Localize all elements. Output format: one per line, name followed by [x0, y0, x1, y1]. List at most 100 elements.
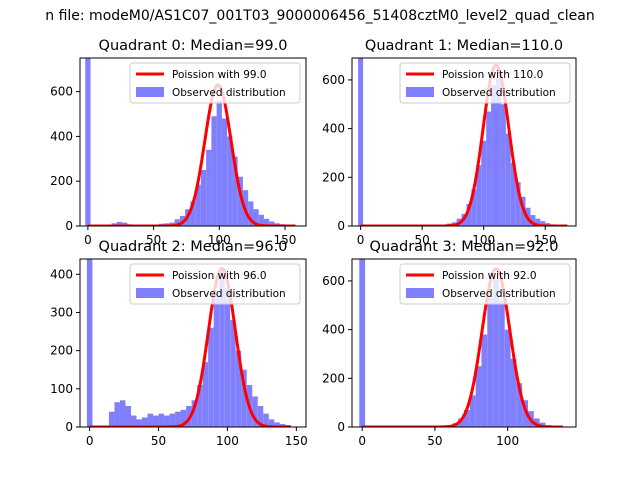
histogram-bar [469, 395, 476, 427]
histogram-bar [358, 58, 364, 226]
histogram-bar [206, 149, 212, 226]
figure-suptitle: n file: modeM0/AS1C07_001T03_9000006456_… [45, 8, 594, 24]
x-tick-label: 0 [84, 233, 92, 247]
x-tick-label: 0 [358, 434, 366, 448]
histogram-bar [464, 409, 470, 427]
histogram-bar [174, 219, 180, 226]
histogram-bar [108, 411, 115, 427]
legend: Poission with 99.0 Observed distribution [129, 62, 301, 104]
histogram-bar [195, 184, 201, 226]
histogram-bar [258, 214, 264, 226]
histogram-bar [466, 204, 472, 226]
legend-line-label: Poission with 99.0 [172, 69, 267, 81]
histogram-bar [516, 383, 523, 427]
legend-bar-swatch [406, 87, 434, 97]
y-tick-label: 400 [322, 323, 345, 337]
histogram-bar [491, 84, 496, 226]
histogram-bar [219, 270, 225, 427]
histogram-bar [486, 111, 492, 226]
poisson-curve [361, 267, 564, 427]
histogram-bar [279, 423, 286, 427]
histogram-bar [522, 400, 528, 427]
histogram-bar [147, 413, 154, 427]
histogram-bar [153, 415, 159, 427]
histogram-bar [86, 259, 93, 427]
axes-frame [351, 57, 577, 227]
legend: Poission with 92.0 Observed distribution [399, 263, 571, 305]
x-tick-label: 100 [208, 233, 231, 247]
axes-frame [79, 258, 307, 428]
histogram-bar [241, 369, 247, 427]
histogram-bar [269, 221, 275, 226]
histogram-bar [481, 334, 488, 427]
y-tick-label: 400 [50, 129, 73, 143]
y-tick-label: 100 [50, 382, 73, 396]
histogram-bar [136, 419, 143, 427]
legend-line-label: Poission with 110.0 [442, 69, 543, 81]
histogram-bar [85, 58, 91, 226]
y-tick-label: 0 [337, 219, 345, 233]
legend-box [399, 62, 571, 104]
histogram-bar [493, 278, 499, 427]
histogram-bar [130, 415, 137, 427]
histogram-bar [263, 413, 269, 427]
legend-bar-swatch [136, 87, 164, 97]
y-tick-label: 400 [50, 267, 73, 281]
y-tick-label: 600 [322, 73, 345, 87]
y-tick-label: 0 [337, 420, 345, 434]
histogram-bar [213, 293, 220, 427]
x-tick-label: 100 [216, 434, 239, 448]
histogram-bar [252, 396, 258, 427]
legend-bar-label: Observed distribution [442, 288, 556, 300]
legend-line-label: Poission with 96.0 [172, 270, 267, 282]
histogram-bar [202, 362, 209, 427]
legend-box [129, 263, 301, 305]
histogram-bar [253, 209, 259, 226]
x-tick-label: 150 [534, 233, 557, 247]
histogram-bar [211, 116, 217, 226]
y-tick-label: 300 [50, 305, 73, 319]
x-tick-label: 0 [357, 233, 365, 247]
histogram-bar [227, 136, 233, 226]
x-tick-label: 50 [427, 434, 442, 448]
y-tick-label: 600 [50, 85, 73, 99]
histogram-bar [158, 413, 165, 427]
x-tick-label: 50 [151, 434, 166, 448]
plot-area [86, 259, 292, 427]
histogram-bar [487, 297, 494, 427]
legend-box [399, 263, 571, 305]
histogram-bar [268, 419, 275, 427]
histogram-bar [505, 133, 511, 226]
histogram-bar [237, 176, 243, 226]
legend-bar-label: Observed distribution [442, 87, 556, 99]
y-tick-label: 0 [65, 219, 73, 233]
histogram-bar [235, 350, 242, 427]
x-tick-label: 50 [415, 233, 430, 247]
histogram-bar [539, 422, 546, 427]
histogram-bar [510, 162, 516, 226]
y-tick-label: 400 [322, 122, 345, 136]
y-tick-label: 200 [322, 371, 345, 385]
subplot-title: Quadrant 1: Median=110.0 [365, 38, 563, 54]
x-tick-label: 50 [146, 233, 161, 247]
histogram-bar [475, 366, 482, 427]
histogram-bar [190, 201, 196, 226]
histogram-bar [500, 104, 506, 226]
histogram-bar [458, 418, 464, 427]
histogram-bar [263, 218, 270, 226]
subplot-title: Quadrant 0: Median=99.0 [99, 38, 288, 54]
axes-root: 0 50 100 150 0 200 400 600 Quadrant 0: Median=99… [50, 38, 577, 448]
histogram-bar [232, 156, 238, 226]
legend-bar-swatch [136, 288, 164, 298]
histogram-bar [533, 418, 540, 427]
histogram-bar [125, 406, 131, 427]
histogram-bar [191, 400, 198, 427]
histogram-bar [116, 221, 123, 226]
plot-area [358, 58, 569, 226]
histogram-bar [164, 415, 170, 427]
axes-frame [79, 57, 307, 227]
histogram-bar [208, 327, 214, 427]
histogram-bar [197, 385, 203, 427]
histogram-bar [535, 218, 541, 226]
histogram-bar [515, 182, 521, 226]
